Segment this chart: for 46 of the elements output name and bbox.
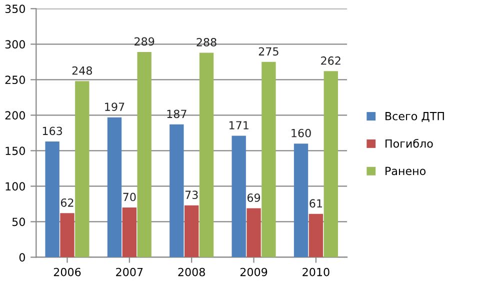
bar	[122, 208, 137, 258]
x-tick-label: 2010	[302, 268, 330, 276]
bar	[60, 213, 74, 258]
y-tick-label: 350	[5, 4, 25, 14]
bar	[324, 71, 338, 258]
data-label: 275	[258, 47, 278, 56]
bar	[45, 141, 60, 258]
data-label: 61	[310, 199, 322, 208]
legend-label: Всего ДТП	[386, 112, 444, 122]
y-tick-label: 300	[5, 40, 25, 49]
y-tick-label: 0	[19, 253, 25, 262]
data-label: 197	[105, 102, 124, 111]
data-label: 73	[185, 190, 198, 200]
data-label: 248	[72, 66, 92, 75]
bar	[294, 144, 308, 258]
data-label: 262	[321, 56, 340, 65]
data-label: 70	[123, 192, 136, 202]
data-label: 69	[247, 193, 260, 202]
bar	[262, 62, 276, 258]
x-tick-label: 2007	[116, 268, 143, 276]
legend-label: Погибло	[386, 138, 433, 148]
bar	[107, 117, 122, 258]
bar	[246, 208, 261, 258]
y-tick-label: 150	[6, 146, 25, 156]
bar	[184, 205, 199, 258]
y-tick-label: 250	[5, 76, 25, 84]
data-label: 187	[167, 110, 186, 118]
bar	[199, 52, 214, 258]
y-tick-label: 200	[5, 111, 25, 120]
bar	[232, 136, 246, 258]
x-tick-label: 2008	[178, 268, 205, 276]
data-label: 289	[134, 37, 154, 46]
legend-label: Ранено	[386, 166, 426, 176]
y-tick-label: 50	[12, 218, 25, 226]
bar	[170, 124, 184, 258]
bar	[75, 81, 90, 258]
bar	[137, 52, 152, 258]
data-label: 288	[196, 38, 216, 46]
data-label: 163	[42, 126, 62, 136]
x-tick-label: 2009	[240, 268, 268, 276]
data-label: 171	[229, 121, 248, 130]
x-tick-label: 2006	[54, 268, 81, 276]
bar	[308, 214, 324, 258]
y-tick-label: 100	[6, 182, 25, 191]
data-label: 160	[292, 128, 311, 138]
data-label: 62	[60, 198, 74, 207]
